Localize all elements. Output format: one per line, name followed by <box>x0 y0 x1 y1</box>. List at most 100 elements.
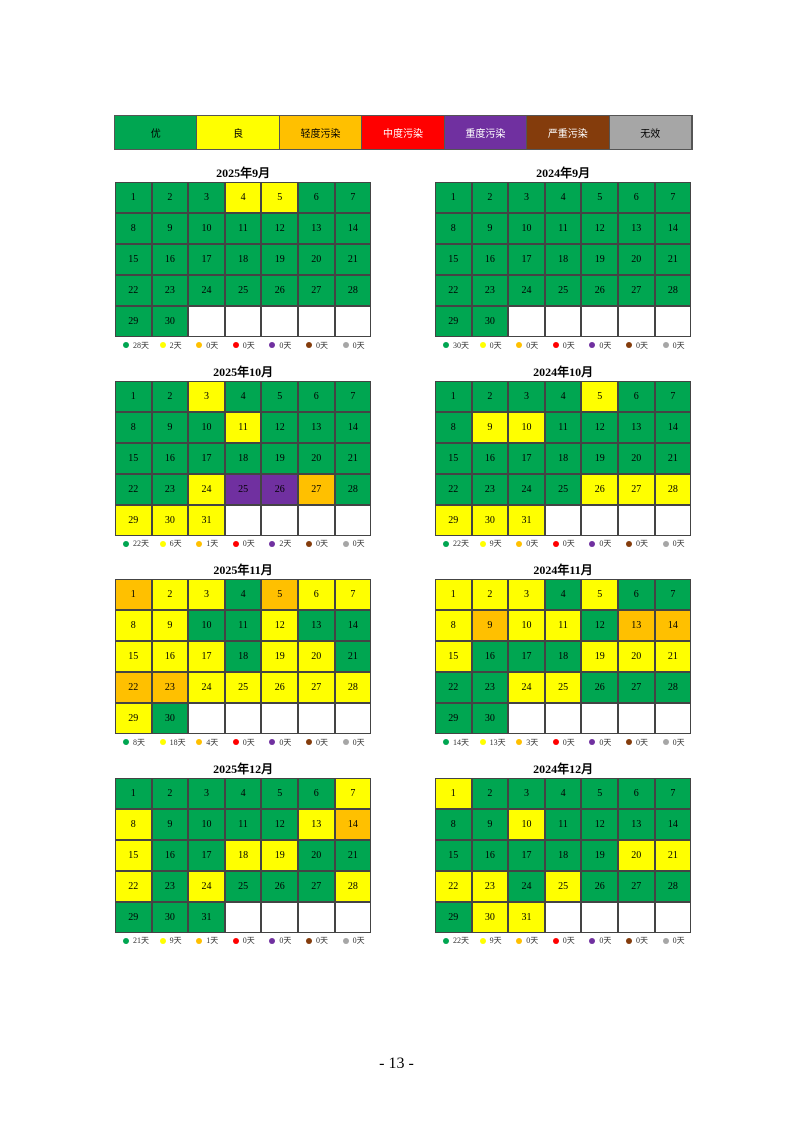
day-cell: 19 <box>261 839 298 871</box>
count-item: 18天 <box>159 736 186 748</box>
count-text: 0天 <box>316 936 328 945</box>
count-item: 0天 <box>196 339 218 351</box>
day-cell: 2 <box>471 380 509 412</box>
day-cell: 23 <box>151 275 189 306</box>
count-text: 0天 <box>562 737 575 747</box>
count-text: 0天 <box>526 936 539 945</box>
empty-cell <box>508 703 545 734</box>
empty-cell <box>224 504 262 536</box>
day-cell: 18 <box>544 839 582 871</box>
day-cell: 28 <box>654 870 692 902</box>
day-cell: 5 <box>261 380 298 412</box>
day-cell: 29 <box>115 703 152 734</box>
count-dot <box>269 540 276 547</box>
empty-cell <box>618 306 655 337</box>
day-cell: 21 <box>334 442 372 474</box>
day-cell: 31 <box>188 504 225 536</box>
count-dot <box>516 342 523 348</box>
count-item: 0天 <box>662 736 685 748</box>
count-item: 22天 <box>443 538 469 550</box>
empty-cell <box>224 306 262 337</box>
count-item: 21天 <box>123 935 149 947</box>
day-cell: 12 <box>581 808 618 840</box>
count-text: 0天 <box>279 340 292 350</box>
day-cell: 9 <box>151 411 189 443</box>
day-cell: 13 <box>618 411 655 443</box>
count-dot <box>342 342 349 348</box>
day-cell: 12 <box>261 411 298 443</box>
count-item: 0天 <box>306 736 328 748</box>
day-cell: 2 <box>151 182 189 213</box>
empty-cell <box>334 306 372 337</box>
day-cell: 11 <box>224 411 262 443</box>
day-cell: 1 <box>435 380 472 412</box>
empty-cell <box>188 306 225 337</box>
count-item: 0天 <box>552 339 575 351</box>
day-cell: 8 <box>115 411 152 443</box>
empty-cell <box>298 504 335 536</box>
count-text: 30天 <box>453 340 469 350</box>
count-item: 0天 <box>589 736 611 748</box>
legend-item: 无效 <box>609 116 692 149</box>
day-cell: 1 <box>115 182 152 213</box>
day-cell: 11 <box>224 610 262 641</box>
count-dot <box>159 937 166 944</box>
empty-cell <box>581 703 618 734</box>
day-cell: 15 <box>115 244 152 275</box>
empty-cell <box>224 703 262 734</box>
count-text: 0天 <box>526 539 539 548</box>
count-text: 0天 <box>562 539 575 548</box>
day-cell: 29 <box>435 306 472 337</box>
day-cell: 28 <box>334 275 372 306</box>
day-cell: 23 <box>471 672 509 703</box>
count-item: 0天 <box>232 935 255 947</box>
day-cell: 2 <box>471 579 509 610</box>
count-text: 4天 <box>206 737 219 747</box>
count-dot <box>306 540 312 547</box>
calendar-title: 2025年9月 <box>216 166 271 180</box>
count-dot <box>626 540 632 547</box>
count-dot <box>626 937 632 944</box>
count-dot <box>232 342 239 348</box>
day-cell: 26 <box>581 672 618 703</box>
day-cell: 1 <box>115 579 152 610</box>
day-cell: 18 <box>544 442 582 474</box>
day-cell: 4 <box>224 579 262 610</box>
count-dot <box>443 342 449 348</box>
empty-cell <box>618 703 655 734</box>
day-cell: 28 <box>654 473 692 505</box>
day-cell: 6 <box>618 182 655 213</box>
day-cell: 23 <box>151 473 189 505</box>
day-cell: 25 <box>544 275 582 306</box>
count-text: 0天 <box>636 340 648 350</box>
day-cell: 17 <box>508 442 545 474</box>
count-item: 0天 <box>232 736 255 748</box>
day-cell: 12 <box>581 213 618 244</box>
count-item: 1天 <box>196 935 218 947</box>
count-item: 0天 <box>306 538 328 550</box>
count-text: 0天 <box>599 340 612 350</box>
empty-cell <box>224 901 262 933</box>
day-cell: 2 <box>471 777 509 809</box>
day-cell: 10 <box>188 411 225 443</box>
day-cell: 22 <box>115 870 152 902</box>
count-text: 0天 <box>636 936 648 945</box>
count-item: 22天 <box>123 538 149 550</box>
count-text: 0天 <box>316 737 328 747</box>
day-cell: 1 <box>435 182 472 213</box>
count-dot <box>306 342 312 348</box>
day-cell: 14 <box>654 213 692 244</box>
calendar-title: 2025年10月 <box>213 364 274 379</box>
day-cell: 16 <box>471 641 509 672</box>
count-text: 9天 <box>489 936 502 945</box>
empty-cell <box>261 306 298 337</box>
day-cell: 10 <box>188 610 225 641</box>
day-cell: 4 <box>544 380 582 412</box>
count-item: 9天 <box>479 935 502 947</box>
day-cell: 4 <box>224 777 262 809</box>
count-dot <box>589 342 596 348</box>
day-cell: 22 <box>115 275 152 306</box>
day-cell: 15 <box>115 839 152 871</box>
day-cell: 3 <box>188 380 225 412</box>
count-text: 0天 <box>242 539 255 548</box>
